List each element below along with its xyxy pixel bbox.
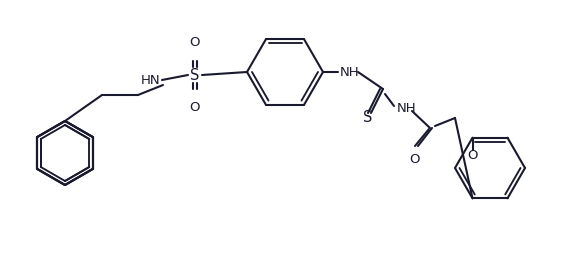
Text: HN: HN [140,73,160,86]
Text: O: O [190,101,201,114]
Text: S: S [190,68,200,83]
Text: O: O [190,36,201,49]
Text: O: O [467,149,478,162]
Text: S: S [364,110,373,126]
Text: NH: NH [397,102,416,114]
Text: O: O [410,153,420,166]
Text: NH: NH [340,66,360,78]
